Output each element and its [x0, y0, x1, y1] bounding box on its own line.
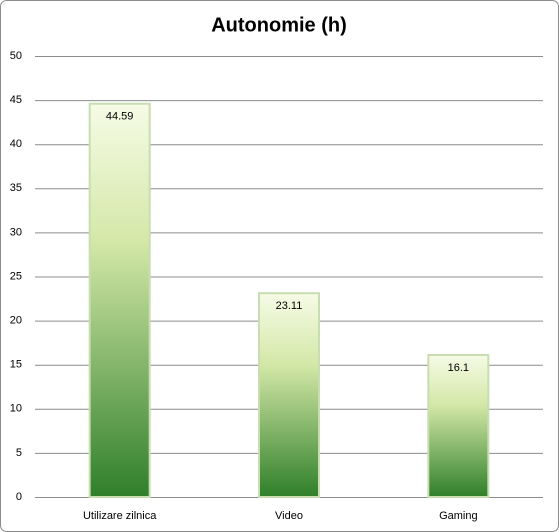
data-label: 44.59	[106, 111, 134, 123]
bar	[88, 102, 151, 499]
y-tick-label: 45	[10, 94, 22, 106]
y-tick-label: 10	[10, 403, 22, 415]
x-tick-label: Video	[275, 510, 303, 522]
y-tick-label: 25	[10, 270, 22, 282]
x-tick-label: Gaming	[439, 510, 478, 522]
y-tick-label: 0	[16, 491, 22, 503]
x-tick-label: Utilizare zilnica	[83, 510, 157, 522]
y-tick-label: 40	[10, 138, 22, 150]
y-tick-label: 50	[10, 50, 22, 62]
chart-title: Autonomie (h)	[211, 14, 347, 36]
data-label: 16.1	[448, 362, 469, 374]
data-label: 23.11	[276, 300, 303, 312]
bar	[258, 292, 320, 498]
bar	[427, 353, 490, 498]
y-tick-label: 15	[10, 359, 22, 371]
y-tick-label: 20	[10, 315, 22, 327]
y-tick-label: 35	[10, 182, 22, 194]
y-tick-label: 30	[10, 226, 22, 238]
y-tick-label: 5	[16, 447, 22, 459]
